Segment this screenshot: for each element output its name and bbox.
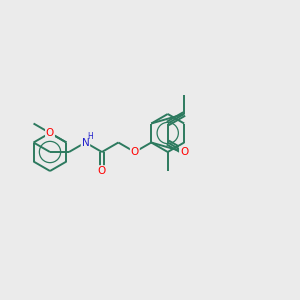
Text: O: O — [46, 128, 54, 138]
Text: O: O — [131, 147, 139, 157]
Text: O: O — [98, 166, 106, 176]
Text: O: O — [180, 147, 188, 157]
Text: O: O — [180, 147, 188, 157]
Text: N: N — [82, 137, 89, 148]
Text: H: H — [88, 132, 93, 141]
